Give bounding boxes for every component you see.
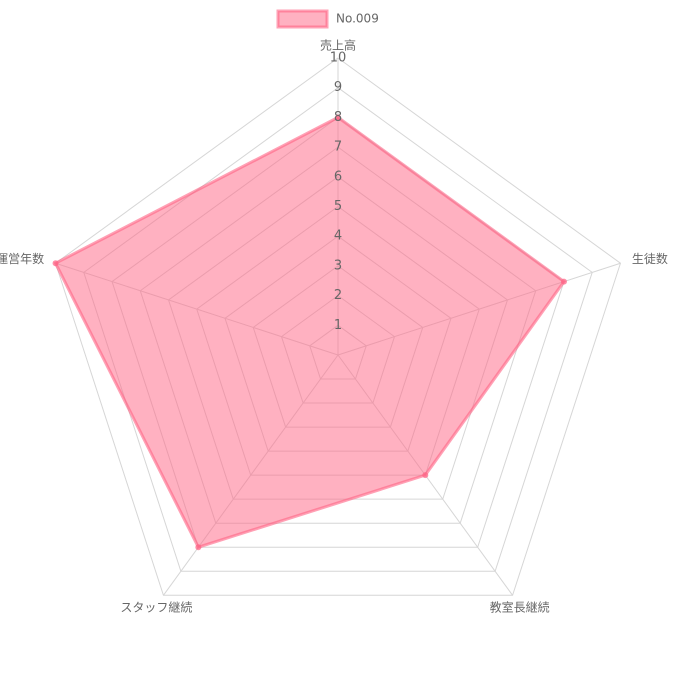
category-label: スタッフ継続 bbox=[120, 600, 192, 615]
point bbox=[52, 260, 59, 267]
point bbox=[560, 278, 567, 285]
grid-line bbox=[54, 57, 622, 596]
tick-label: 8 bbox=[334, 110, 342, 125]
point bbox=[195, 544, 202, 551]
legend-swatch bbox=[276, 9, 329, 29]
category-label: 売上高 bbox=[320, 38, 356, 53]
tick-label: 10 bbox=[330, 51, 347, 66]
tick-label: 5 bbox=[334, 199, 342, 214]
point bbox=[335, 114, 341, 121]
tick-label: 3 bbox=[334, 258, 342, 273]
category-label: 生徒数 bbox=[632, 251, 668, 266]
tick-label: 2 bbox=[334, 288, 342, 303]
tick-label: 9 bbox=[334, 80, 342, 95]
point bbox=[422, 472, 429, 479]
plot bbox=[52, 114, 567, 551]
tick-label: 4 bbox=[334, 229, 342, 244]
tick-label: 1 bbox=[334, 318, 342, 333]
legend-label: No.009 bbox=[336, 12, 379, 26]
category-label: 運営年数 bbox=[0, 251, 44, 266]
tick-label: 6 bbox=[334, 169, 342, 184]
radar-area bbox=[53, 115, 567, 550]
category-label: 教室長継続 bbox=[490, 600, 550, 615]
tick-label: 7 bbox=[334, 140, 342, 155]
